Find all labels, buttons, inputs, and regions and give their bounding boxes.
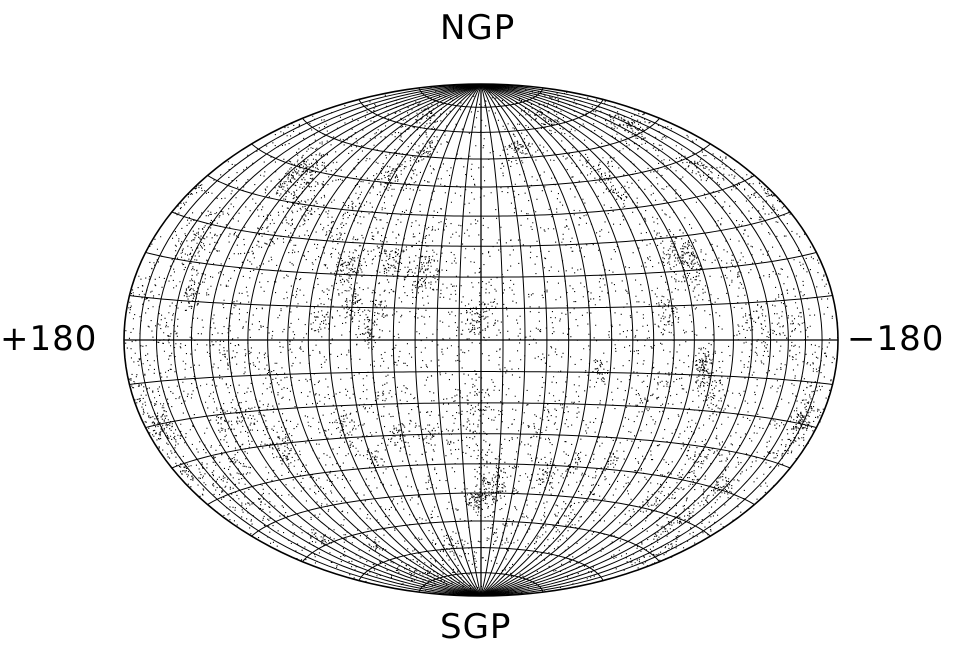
projection-outline [123, 83, 839, 597]
north-galactic-pole-label: NGP [440, 8, 516, 48]
parallel-line [145, 251, 817, 278]
parallel-line [251, 492, 711, 537]
parallel-line [207, 175, 755, 217]
graticule-grid [124, 83, 838, 597]
parallel-line [251, 143, 711, 188]
parallel-line [171, 433, 791, 469]
parallel-line [302, 117, 660, 160]
parallel-line [129, 371, 833, 385]
parallel-line [171, 211, 791, 247]
parallel-line [418, 572, 544, 593]
south-galactic-pole-label: SGP [440, 607, 512, 647]
parallel-line [129, 295, 833, 309]
parallel-line [358, 547, 604, 581]
source-points [125, 87, 839, 596]
parallel-line [358, 99, 604, 133]
source-dots [125, 87, 839, 596]
longitude-label-right: −180 [847, 319, 945, 359]
longitude-label-left: +180 [0, 319, 98, 359]
parallel-line [302, 520, 660, 563]
